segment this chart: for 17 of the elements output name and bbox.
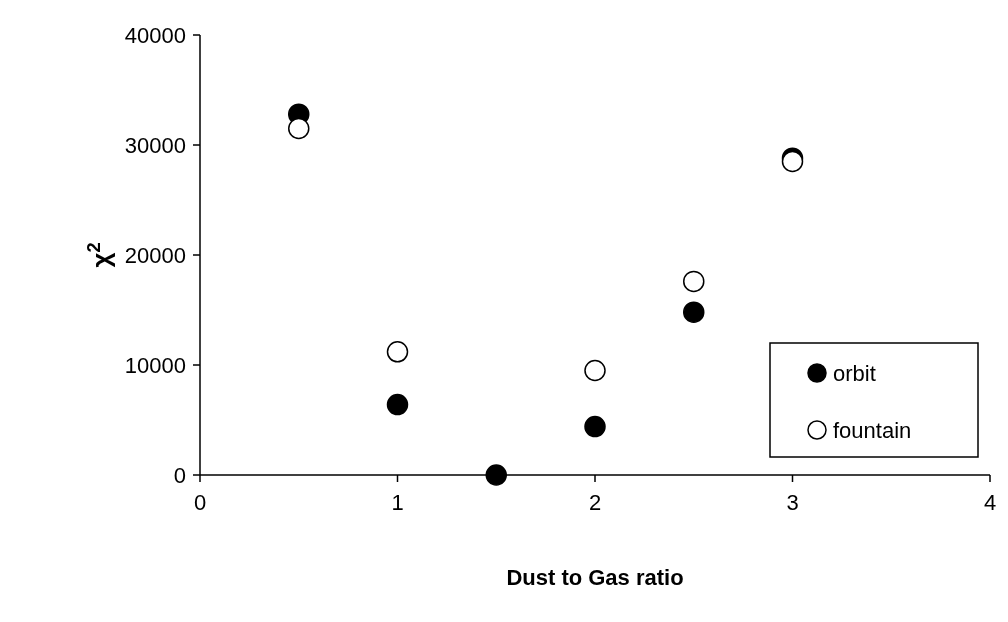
point — [683, 301, 705, 323]
point — [584, 415, 606, 438]
y-tick-label: 10000 — [124, 352, 186, 378]
x-tick-label: 2 — [588, 490, 602, 515]
x-tick-label: 3 — [786, 490, 799, 515]
y-tick-label: 20000 — [124, 242, 186, 268]
x-tick-label: 0 — [193, 490, 207, 515]
x-tick-label: 1 — [391, 490, 404, 515]
point — [485, 464, 507, 486]
point — [386, 393, 409, 416]
y-tick-label: 30000 — [124, 132, 186, 158]
x-axis-title: Dust to Gas ratio — [506, 565, 684, 590]
legend-label: fountain — [833, 417, 912, 443]
y-tick-label: 0 — [173, 462, 186, 488]
x-tick-label: 4 — [983, 490, 997, 515]
legend-label: orbit — [833, 360, 876, 386]
y-tick-label: 40000 — [124, 22, 186, 48]
